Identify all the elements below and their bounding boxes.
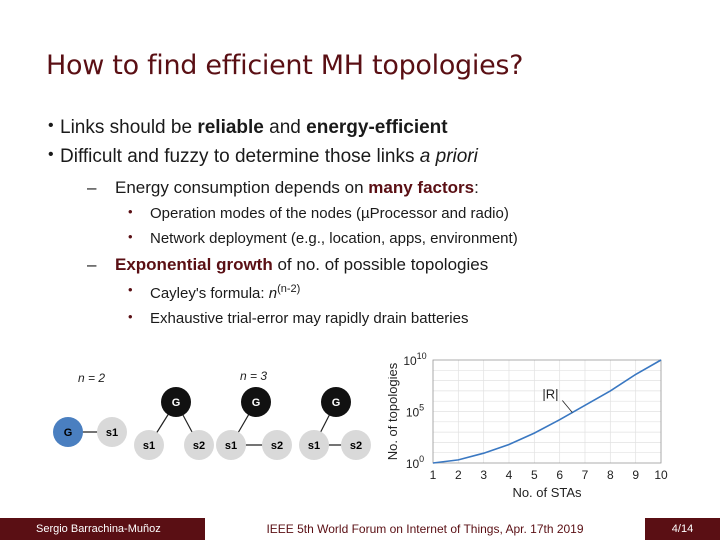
x-tick-labels: 1 2 3 4 5 6 7 8 9 10: [430, 468, 668, 482]
node-label: G: [64, 427, 73, 439]
plot-frame: [432, 359, 662, 464]
bullet-dot: •: [48, 117, 54, 134]
label-n2: n = 2: [78, 371, 105, 385]
slide-title: How to find efficient MH topologies?: [46, 50, 524, 81]
node-label: G: [252, 397, 261, 409]
x-tick-label: 1: [430, 468, 437, 482]
item-text: Exhaustive trial-error may rapidly drain…: [150, 310, 469, 327]
sub-bullet-text: of no. of possible topologies: [272, 255, 489, 274]
station-node: [262, 430, 292, 460]
nodes-n3-b: G s1 s2: [216, 387, 292, 460]
sub-bullet-text: Energy consumption depends on: [115, 178, 369, 197]
node-label: s1: [225, 440, 237, 452]
series-line: [432, 359, 662, 464]
x-axis-label: No. of STAs: [512, 485, 582, 500]
x-tick-label: 10: [654, 468, 668, 482]
sub-bullet-energy: – Energy consumption depends on many fac…: [87, 178, 479, 198]
station-node: [299, 430, 329, 460]
bullet-text: Difficult and fuzzy to determine those l…: [60, 146, 420, 167]
sub-bullet-text: :: [474, 178, 479, 197]
item-exhaustive: • Exhaustive trial-error may rapidly dra…: [128, 309, 469, 327]
x-tick-label: 4: [506, 468, 513, 482]
bullet-dot: •: [128, 282, 133, 297]
nodes-n2: G s1: [53, 417, 127, 447]
y-tick-label: 100: [406, 454, 424, 471]
footer-bar: Sergio Barrachina-Muñoz IEEE 5th World F…: [0, 518, 720, 540]
x-tick-label: 2: [455, 468, 462, 482]
sub-bullet-bold: Exponential growth: [115, 255, 273, 274]
station-node: [184, 430, 214, 460]
station-node: [216, 430, 246, 460]
bullet-bold-energy: energy-efficient: [306, 117, 448, 138]
node-label: s2: [350, 440, 362, 452]
gateway-node: [161, 387, 191, 417]
dash-marker: –: [87, 255, 97, 274]
gateway-node-selected: [53, 417, 83, 447]
footer-author: Sergio Barrachina-Muñoz: [0, 518, 205, 540]
topology-diagram: n = 2 n = 3 G s1 G s1 s2 G s1 s2 G s1: [53, 369, 371, 460]
node-label: s1: [106, 427, 118, 439]
item-operation-modes: • Operation modes of the nodes (µProcess…: [128, 204, 509, 222]
y-axis-label: No. of topologies: [388, 362, 400, 460]
bullet-text: Links should be: [60, 117, 198, 138]
item-text: Network deployment (e.g., location, apps…: [150, 230, 518, 247]
node-label: s1: [143, 440, 155, 452]
node-label: s2: [193, 440, 205, 452]
item-cayley: • Cayley's formula: n(n-2): [128, 282, 301, 302]
item-text: Operation modes of the nodes (µProcessor…: [150, 205, 509, 222]
formula-exponent: (n-2): [277, 283, 301, 295]
footer-page-number: 4/14: [645, 518, 720, 540]
bullet-dot: •: [128, 204, 133, 219]
sub-bullet-growth: – Exponential growth of no. of possible …: [87, 255, 489, 275]
y-tick-label: 1010: [403, 352, 426, 368]
gateway-node: [321, 387, 351, 417]
annotation-label: |R|: [542, 387, 558, 402]
node-label: G: [332, 397, 341, 409]
x-tick-label: 8: [607, 468, 614, 482]
y-tick-label: 105: [406, 403, 424, 420]
bullet-dot: •: [128, 229, 133, 244]
label-n3: n = 3: [240, 369, 267, 383]
station-node: [341, 430, 371, 460]
bullet-bold-reliable: reliable: [197, 117, 264, 138]
nodes-n3-c: G s1 s2: [299, 387, 371, 460]
dash-marker: –: [87, 178, 97, 197]
bullet-dot: •: [48, 146, 54, 163]
station-node: [97, 417, 127, 447]
sub-bullet-bold: many factors: [368, 178, 475, 197]
footer-venue: IEEE 5th World Forum on Internet of Thin…: [205, 518, 645, 540]
x-tick-label: 7: [582, 468, 589, 482]
nodes-n3-a: G s1 s2: [134, 387, 214, 460]
node-label: G: [172, 397, 181, 409]
node-label: s1: [308, 440, 320, 452]
x-tick-label: 5: [531, 468, 538, 482]
x-tick-label: 9: [632, 468, 639, 482]
formula-base: n: [268, 285, 278, 302]
node-label: s2: [271, 440, 283, 452]
bullet-text: and: [263, 117, 307, 138]
x-tick-label: 3: [480, 468, 487, 482]
item-text: Cayley's formula:: [150, 285, 269, 302]
gateway-node: [241, 387, 271, 417]
bullet-links: • Links should be reliable and energy-ef…: [48, 117, 448, 139]
bullet-italic: a priori: [419, 146, 478, 167]
topology-growth-chart: 1 2 3 4 5 6 7 8 9 10 100 105 1010 No. of STAs No. o…: [388, 352, 668, 500]
chart-grid: [432, 360, 662, 463]
bullet-dot: •: [128, 309, 133, 324]
item-network-deployment: • Network deployment (e.g., location, ap…: [128, 229, 518, 247]
y-tick-labels: 100 105 1010: [403, 352, 426, 471]
station-node: [134, 430, 164, 460]
x-tick-label: 6: [556, 468, 563, 482]
bullet-difficult: • Difficult and fuzzy to determine those…: [48, 146, 478, 168]
annotation-leader: [562, 400, 573, 413]
